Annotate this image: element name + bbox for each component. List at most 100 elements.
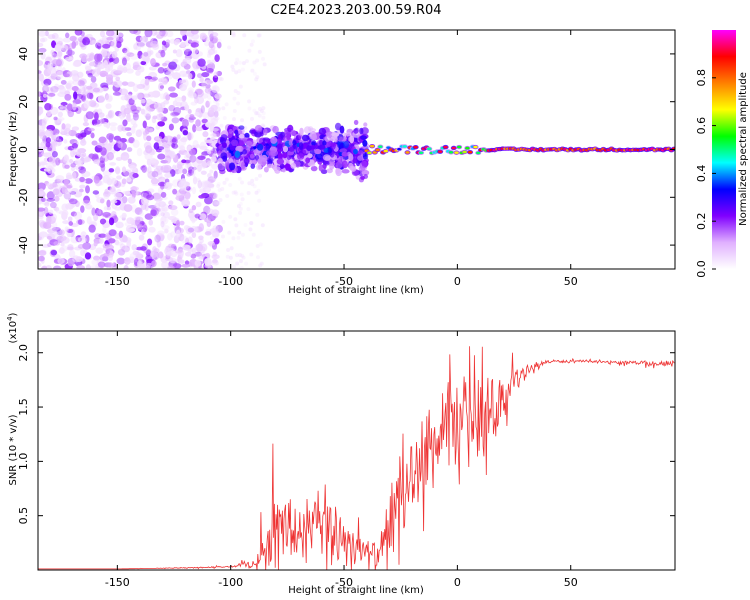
noise-blob	[121, 126, 128, 132]
noise-blob	[171, 72, 181, 80]
noise-blob	[124, 50, 131, 57]
noise-blob-faint	[257, 33, 262, 38]
noise-blob	[62, 220, 70, 225]
noise-blob	[212, 75, 219, 83]
noise-blob	[184, 57, 192, 65]
noise-blob	[146, 135, 152, 142]
noise-blob	[49, 201, 57, 209]
noise-blob	[96, 209, 103, 217]
band-blob	[272, 166, 281, 171]
noise-blob	[88, 224, 96, 233]
noise-blob	[61, 203, 69, 212]
noise-blob	[96, 142, 105, 149]
noise-blob	[137, 223, 143, 231]
noise-blob-faint	[226, 248, 231, 253]
noise-blob	[206, 67, 214, 73]
noise-blob	[67, 244, 74, 250]
snr-y-tick-label: 1.0	[17, 453, 30, 471]
noise-blob-faint	[228, 255, 233, 260]
noise-blob	[198, 235, 204, 241]
noise-blob-faint	[231, 67, 236, 72]
noise-blob	[198, 194, 206, 199]
noise-blob	[210, 156, 217, 163]
noise-blob	[160, 220, 165, 228]
noise-blob	[85, 185, 90, 194]
noise-blob	[170, 231, 176, 238]
noise-blob	[54, 206, 60, 212]
noise-blob	[82, 242, 92, 250]
noise-blob	[145, 102, 150, 111]
noise-blob-faint	[206, 51, 211, 56]
noise-blob	[121, 57, 127, 66]
noise-blob	[204, 39, 210, 47]
noise-blob	[182, 168, 188, 175]
band-blob	[280, 131, 285, 139]
noise-blob-faint	[257, 107, 262, 112]
noise-blob	[83, 157, 92, 163]
noise-blob	[189, 154, 197, 163]
noise-blob	[87, 73, 94, 78]
noise-blob	[46, 191, 55, 200]
noise-blob	[167, 73, 173, 80]
noise-blob-faint	[247, 99, 252, 104]
line-blob	[367, 151, 372, 155]
noise-blob-faint	[222, 180, 227, 185]
noise-blob	[105, 30, 115, 37]
noise-blob	[137, 92, 145, 100]
noise-blob	[108, 254, 114, 262]
noise-blob	[165, 94, 171, 101]
noise-blob	[108, 217, 115, 226]
noise-blob	[183, 63, 191, 70]
noise-blob-faint	[221, 106, 226, 111]
noise-blob	[138, 234, 145, 241]
noise-blob	[48, 229, 58, 238]
noise-blob	[114, 69, 123, 74]
noise-blob	[72, 79, 80, 86]
noise-blob	[65, 203, 75, 209]
band-blob	[323, 147, 330, 153]
noise-blob	[186, 172, 192, 177]
noise-blob	[71, 126, 80, 131]
noise-blob-faint	[228, 214, 233, 219]
noise-blob	[172, 49, 177, 54]
noise-blob	[212, 199, 220, 207]
colorbar-tick-label: 0.8	[695, 69, 708, 87]
noise-blob	[108, 238, 116, 244]
noise-blob-faint	[207, 183, 212, 188]
noise-blob	[192, 124, 197, 133]
noise-blob	[209, 33, 214, 42]
noise-blob	[38, 198, 42, 205]
noise-blob	[40, 266, 48, 269]
noise-blob	[160, 165, 169, 173]
noise-blob	[197, 58, 206, 67]
noise-blob	[153, 102, 163, 110]
noise-blob-faint	[233, 190, 238, 195]
noise-blob	[84, 178, 93, 184]
noise-blob	[67, 216, 73, 222]
noise-blob	[142, 224, 148, 233]
noise-blob	[171, 143, 179, 149]
noise-blob	[172, 188, 178, 195]
noise-blob	[144, 30, 153, 38]
noise-blob-faint	[232, 264, 237, 269]
noise-blob	[103, 193, 110, 199]
noise-blob	[143, 56, 150, 62]
noise-blob	[51, 40, 57, 49]
noise-blob	[180, 136, 188, 143]
noise-blob	[73, 91, 78, 100]
noise-blob-faint	[209, 235, 214, 240]
noise-blob-faint	[206, 59, 211, 64]
noise-blob-faint	[261, 106, 266, 111]
noise-blob	[90, 40, 98, 45]
noise-blob	[206, 63, 214, 69]
noise-blob-faint	[212, 176, 217, 181]
noise-blob	[131, 204, 138, 213]
noise-blob	[86, 85, 93, 90]
noise-blob-faint	[220, 187, 225, 192]
noise-blob	[77, 244, 86, 249]
noise-blob	[106, 133, 115, 140]
noise-blob	[106, 36, 114, 41]
noise-blob	[54, 43, 62, 52]
noise-blob-faint	[256, 33, 261, 38]
band-blob	[311, 133, 318, 141]
